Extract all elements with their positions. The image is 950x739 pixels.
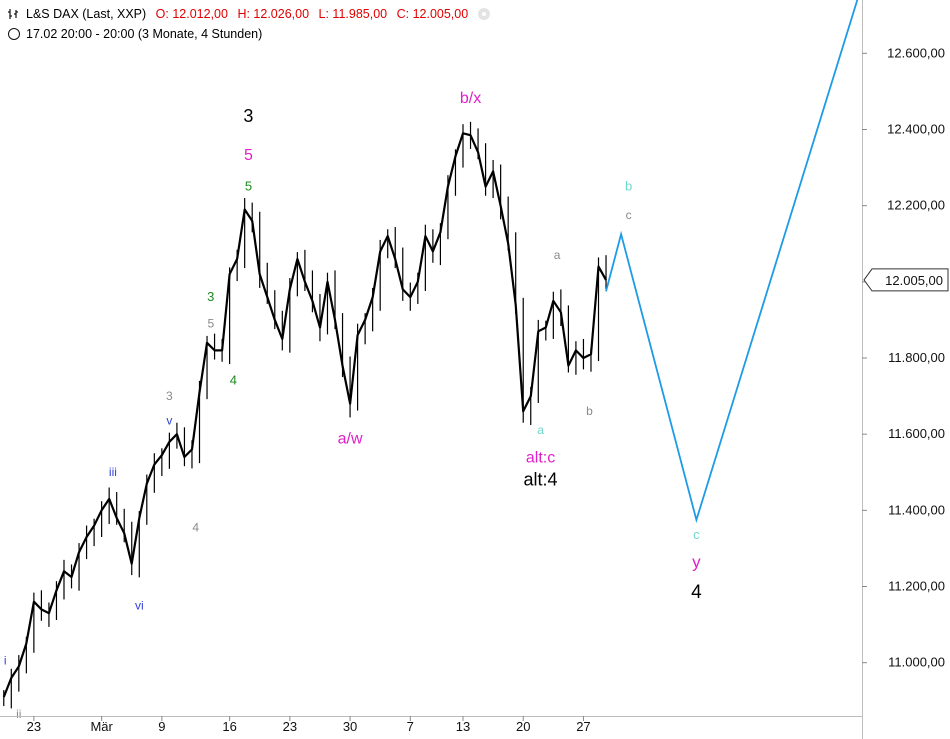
symbol-label: L&S DAX (Last, XXP) [26,7,147,21]
wave-label: iii [109,465,117,479]
wave-labels: 3553543viii4viiiia/wb/xaaalt:calt:4bbccy… [4,90,702,721]
y-tick-label: 12.200,00 [887,198,945,213]
y-tick-label: 12.400,00 [887,121,945,136]
x-tick-label: 13 [456,719,470,734]
price-series [2,121,607,709]
wave-label: 4 [691,582,702,603]
collapse-icon[interactable] [8,28,20,40]
wave-label: a/w [338,431,363,448]
wave-label: b [586,404,593,418]
wave-label: alt:4 [524,470,558,490]
x-tick-label: 9 [158,719,165,734]
wave-label: 4 [192,520,199,534]
wave-label: 5 [245,178,252,193]
close-value: C: 12.005,00 [396,7,469,21]
y-tick-label: 11.600,00 [888,426,945,441]
wave-label: b/x [460,90,481,107]
y-tick-label: 11.400,00 [888,502,945,517]
chart-header: L&S DAX (Last, XXP) O: 12.012,00 H: 12.0… [8,7,490,21]
y-tick-label: 11.800,00 [888,350,945,365]
last-price-box [863,268,949,292]
wave-label: v [166,414,172,428]
wave-label: 5 [207,317,214,331]
wave-label: 3 [166,389,173,403]
x-tick-label: 30 [343,719,357,734]
x-tick-label: 16 [222,719,236,734]
wave-label: a [554,248,561,262]
low-value: L: 11.985,00 [318,7,388,21]
y-tick-label: 11.000,00 [888,655,945,670]
wave-label: 4 [230,373,237,388]
wave-label: a [537,423,544,437]
interval-label: 17.02 20:00 - 20:00 (3 Monate, 4 Stunden… [26,27,263,41]
wave-label: c [693,527,700,542]
interval-row: 17.02 20:00 - 20:00 (3 Monate, 4 Stunden… [8,27,262,41]
wave-label: y [692,552,701,571]
wave-label: vi [135,598,144,612]
x-tick-label: 23 [283,719,297,734]
y-tick-label: 11.200,00 [888,579,945,594]
y-tick-label: 12.600,00 [887,45,945,60]
high-value: H: 12.026,00 [237,7,310,21]
wave-label: c [626,208,632,222]
x-axis: 23 Mär 9 16 23 30 7 13 20 27 [0,716,862,734]
price-line [2,132,607,698]
x-tick-label: 27 [576,719,590,734]
x-tick-label: 7 [407,719,414,734]
wave-label: 3 [207,289,214,304]
wave-label: 5 [244,147,253,164]
wave-label: b [625,178,632,193]
wave-label: 3 [243,106,253,126]
projection-line [605,0,859,524]
projection-series [605,0,859,524]
x-tick-label: Mär [90,719,113,734]
wave-label: ii [16,707,21,721]
bar-chart-icon [8,9,18,19]
x-tick-label: 20 [516,719,530,734]
wave-label: i [4,654,7,668]
last-price-label: 12.005,00 [885,273,943,288]
open-value: O: 12.012,00 [155,7,228,21]
x-tick-label: 23 [27,719,41,734]
y-axis: 11.000,00 11.200,00 11.400,00 11.600,00 11.8… [862,0,949,739]
settings-icon[interactable] [477,8,490,20]
wave-label: alt:c [526,450,555,467]
